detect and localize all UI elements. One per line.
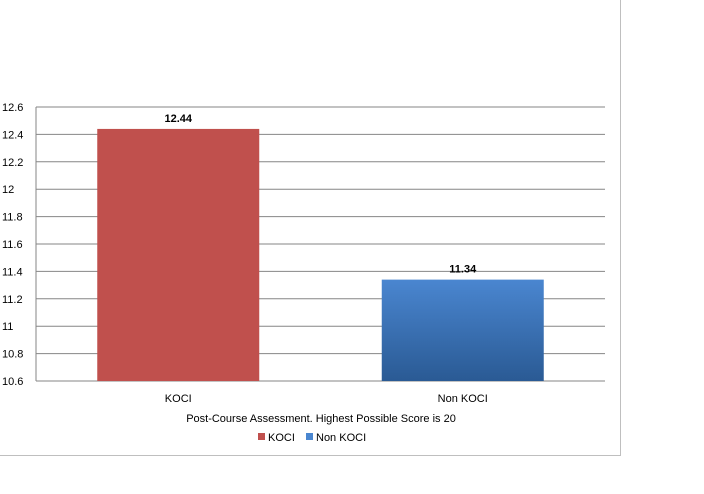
legend-swatch xyxy=(306,433,313,440)
y-tick-label: 12 xyxy=(2,184,14,196)
bar-non-koci xyxy=(381,279,544,381)
bar-chart: 10.6 10.8 11 11.2 11.4 11.6 11.8 12 12.2 12.4 12.6… xyxy=(2,102,605,444)
x-axis-category-labels: KOCI Non KOCI xyxy=(165,393,488,405)
legend-label: Non KOCI xyxy=(316,432,366,444)
y-axis-tick-labels: 10.6 10.8 11 11.2 11.4 11.6 11.8 12 12.2 12.4 12.6 xyxy=(2,102,23,388)
legend: KOCI Non KOCI xyxy=(258,432,366,444)
y-tick-label: 11 xyxy=(2,321,13,333)
y-tick-label: 11.6 xyxy=(2,239,23,251)
data-label: 11.34 xyxy=(449,264,477,276)
bar-koci xyxy=(97,128,260,381)
y-tick-label: 10.6 xyxy=(2,376,23,388)
bars xyxy=(97,128,544,381)
legend-swatch xyxy=(258,433,265,440)
category-label: KOCI xyxy=(165,393,192,405)
chart-frame: 10.6 10.8 11 11.2 11.4 11.6 11.8 12 12.2 12.4 12.6… xyxy=(0,0,621,456)
category-label: Non KOCI xyxy=(438,393,488,405)
y-tick-label: 11.4 xyxy=(2,266,23,278)
y-tick-label: 12.4 xyxy=(2,129,23,141)
y-tick-label: 12.6 xyxy=(2,102,23,114)
data-labels: 12.44 11.34 xyxy=(164,113,477,276)
legend-label: KOCI xyxy=(268,432,295,444)
x-axis-title: Post-Course Assessment. Highest Possible… xyxy=(186,413,456,425)
y-tick-label: 12.2 xyxy=(2,157,23,169)
data-label: 12.44 xyxy=(164,113,192,125)
y-tick-label: 11.2 xyxy=(2,294,23,306)
y-tick-label: 10.8 xyxy=(2,349,23,361)
y-tick-label: 11.8 xyxy=(2,212,23,224)
